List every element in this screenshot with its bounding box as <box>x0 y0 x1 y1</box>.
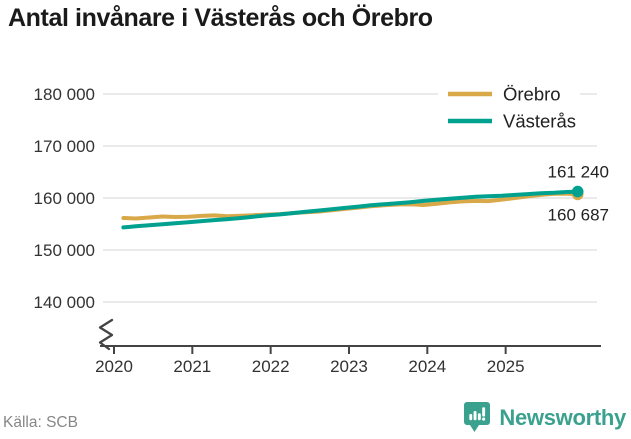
x-axis <box>100 345 601 354</box>
series-end-value-labels: 160 687 161 240 <box>548 163 609 225</box>
y-tick-label: 170 000 <box>34 137 95 156</box>
x-tick-label: 2023 <box>330 357 368 376</box>
y-tick-label: 160 000 <box>34 189 95 208</box>
newsworthy-branding: Newsworthy <box>463 401 626 434</box>
end-label-örebro: 160 687 <box>548 205 609 224</box>
x-tick-label: 2022 <box>252 357 290 376</box>
newsworthy-bubble-chart-icon <box>464 402 491 432</box>
y-tick-label: 180 000 <box>34 85 95 104</box>
series-lines <box>121 185 584 230</box>
end-label-västerås: 161 240 <box>548 163 609 182</box>
legend: Örebro Västerås <box>438 80 580 138</box>
legend-label-västerås: Västerås <box>503 111 576 132</box>
source-note: Källa: SCB <box>3 414 78 431</box>
x-tick-label: 2025 <box>487 357 525 376</box>
axis-break-symbol <box>98 318 114 351</box>
axis-break-zigzag <box>98 318 114 351</box>
y-axis-tick-labels: 180 000 170 000 160 000 150 000 140 000 <box>34 85 95 312</box>
line-västerås <box>121 189 580 230</box>
x-tick-label: 2020 <box>95 357 133 376</box>
y-tick-label: 150 000 <box>34 241 95 260</box>
endpoint-dot-västerås <box>571 185 584 198</box>
x-tick-label: 2021 <box>173 357 211 376</box>
page-title: Antal invånare i Västerås och Örebro <box>8 4 433 32</box>
legend-background <box>438 80 580 138</box>
newsworthy-wordmark: Newsworthy <box>499 404 626 430</box>
x-tick-label: 2024 <box>408 357 446 376</box>
y-tick-label: 140 000 <box>34 293 95 312</box>
legend-label-örebro: Örebro <box>503 84 561 105</box>
x-axis-tick-labels: 2020 2021 2022 2023 2024 2025 <box>95 357 524 376</box>
